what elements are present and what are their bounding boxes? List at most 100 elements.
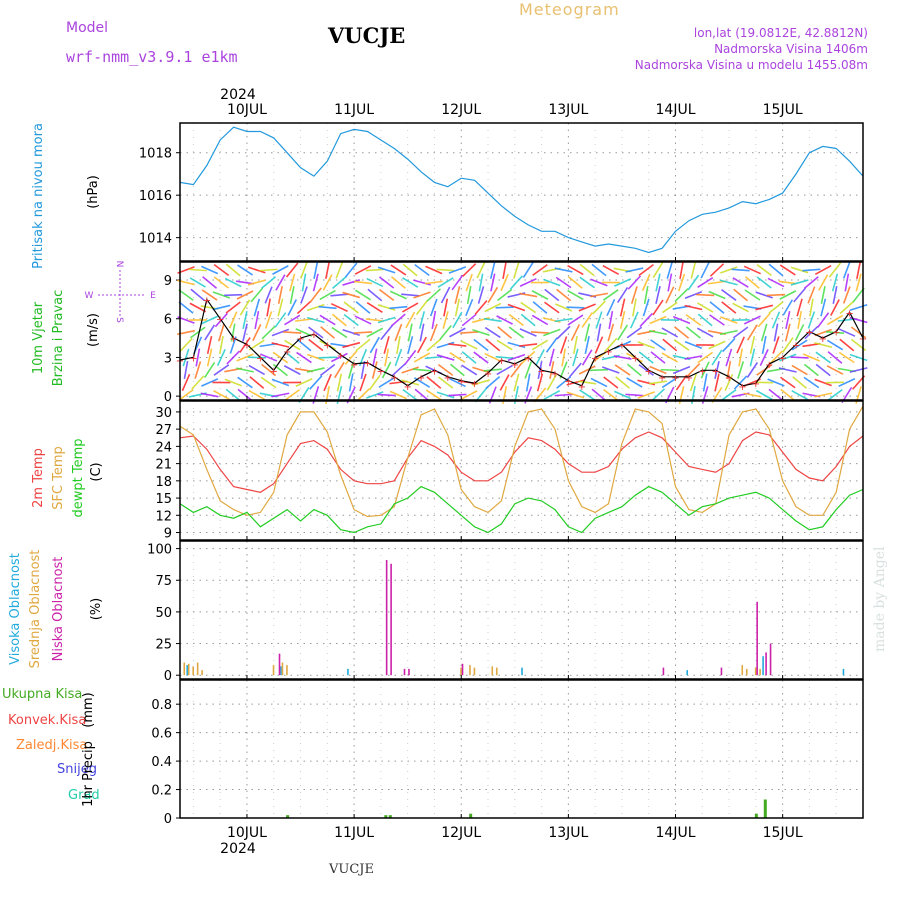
wind-arrow	[322, 274, 333, 291]
wind-arrow	[461, 364, 478, 376]
wind-arrow	[778, 280, 797, 285]
wind-arrow	[319, 289, 336, 301]
panels-layer: 1014 1016 1018 0 3 6 9 + + + + + + + + + + + + + + + + + + + + + + + +…	[139, 122, 868, 827]
wind-arrow	[417, 336, 427, 354]
wind-arrow	[381, 361, 392, 379]
year-top-label: 2024	[220, 87, 256, 103]
wind-arrow	[179, 337, 193, 353]
wind-arrow	[312, 273, 319, 292]
compass-e: E	[150, 291, 156, 301]
wind-arrow	[524, 361, 533, 379]
wind-arrow	[266, 298, 271, 317]
wind-arrow	[452, 311, 463, 329]
wind-arrow	[807, 311, 816, 329]
wind-point-marker: +	[604, 347, 612, 358]
wind-arrow	[567, 264, 584, 276]
clouds-bar	[347, 668, 349, 676]
precip-panel: 0 0.2 0.4 0.6 0.8	[151, 679, 864, 827]
wind-arrow	[510, 362, 523, 378]
wind-arrow	[424, 355, 443, 360]
wind-arrow	[767, 378, 785, 387]
wind-arrow	[629, 311, 639, 329]
wind-point-marker: +	[403, 382, 411, 393]
wind-arrow	[672, 365, 691, 375]
wind-arrow	[543, 390, 561, 400]
wind-arrow	[271, 392, 290, 398]
wind-arrow	[607, 323, 615, 342]
wind-arrow	[721, 289, 737, 301]
model-name: wrf-nmm_v3.9.1 e1km	[66, 48, 238, 66]
wind-arrow	[483, 317, 502, 323]
wind-arrow	[814, 264, 832, 276]
wind-arrow	[401, 366, 419, 374]
wind-series-line	[179, 297, 864, 387]
wind-arrow	[261, 363, 277, 377]
precip-snow-label: Snijeg	[57, 762, 97, 777]
x-tick-label-top: 13JUL	[548, 102, 588, 118]
wind-arrow	[665, 286, 675, 304]
wind-arrow	[827, 351, 843, 364]
wind-arrow	[802, 268, 821, 272]
wind-arrow	[746, 362, 759, 378]
clouds-bar	[385, 559, 388, 676]
clouds-bar	[183, 662, 186, 676]
wind-point-marker: +	[805, 328, 813, 339]
wind-arrow	[838, 328, 856, 337]
wind-arrow	[549, 361, 555, 379]
wind-arrow	[602, 366, 620, 374]
wind-arrow	[242, 311, 248, 329]
wind-point-marker: +	[216, 315, 224, 326]
wind-arrow	[520, 313, 536, 327]
wind-arrow	[535, 349, 545, 366]
wind-arrow	[778, 367, 797, 373]
wind-arrow	[429, 323, 438, 342]
wind-arrow	[239, 299, 251, 316]
wind-arrow	[236, 290, 254, 300]
wind-arrow	[202, 276, 218, 289]
wind-arrow	[755, 304, 774, 311]
x-tick-label-top: 14JUL	[656, 102, 696, 118]
precip-bar	[763, 799, 767, 818]
wind-panel: 0 3 6 9 + + + + + + + + + + + + + + + + + + + + + + + + + + + + + + + + + + + +…	[164, 260, 868, 405]
wind-point-marker: +	[511, 360, 519, 371]
wind-arrow	[448, 393, 467, 397]
wind-arrow	[519, 328, 537, 337]
wind-arrow	[178, 388, 194, 402]
wind-arrow	[638, 364, 654, 376]
wind-arrow	[652, 299, 664, 316]
clouds-bar	[461, 663, 464, 676]
wind-arrow	[684, 355, 703, 360]
wind-arrow	[419, 323, 425, 342]
wind-arrow	[839, 300, 855, 315]
wind-arrow	[284, 389, 300, 401]
wind-arrow	[296, 351, 312, 364]
wind-point-marker: +	[738, 382, 746, 393]
wind-point-marker: +	[711, 366, 719, 377]
wind-arrow	[531, 290, 549, 300]
wind-arrow	[602, 289, 619, 301]
wind-arrow	[204, 324, 216, 341]
wind-arrow	[537, 361, 543, 379]
wind-arrow	[253, 298, 261, 317]
wind-point-marker: +	[524, 353, 532, 364]
wind-arrow	[746, 324, 758, 341]
clouds-bar	[842, 668, 845, 676]
wind-arrow	[543, 278, 561, 287]
clouds-ytick-label: 25	[155, 638, 172, 653]
wind-arrow	[224, 277, 242, 288]
wind-arrow	[436, 354, 455, 361]
wind-arrow	[768, 263, 784, 277]
mid-cloud-label: Srednja Oblacnost	[28, 550, 43, 669]
precip-ytick-label: 0.2	[151, 784, 172, 799]
temperature-series-line	[179, 431, 864, 493]
wind-arrow	[366, 277, 384, 288]
wind-arrow	[307, 303, 325, 312]
t2m-label: 2m Temp	[31, 448, 46, 508]
wind-arrow	[619, 298, 626, 317]
wind-arrow	[849, 303, 868, 312]
lonlat-text: lon,lat (19.0812E, 42.8812N)	[693, 26, 868, 40]
clouds-bar	[192, 666, 194, 676]
wind-arrow	[213, 263, 230, 277]
wind-arrow	[195, 348, 201, 367]
wind-arrow	[396, 335, 401, 355]
